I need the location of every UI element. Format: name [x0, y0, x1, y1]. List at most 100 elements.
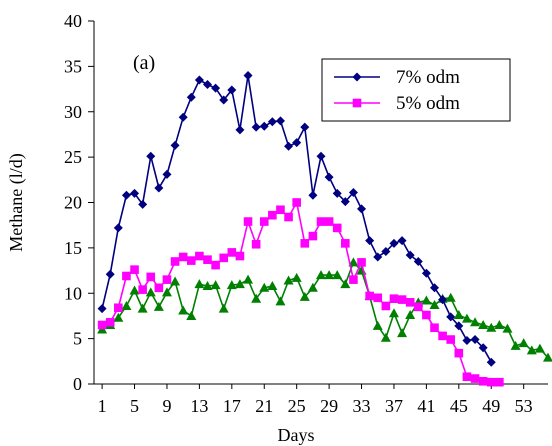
data-point: [137, 303, 148, 313]
y-tick-label: 40: [64, 11, 82, 31]
data-point: [502, 323, 513, 333]
data-point: [478, 376, 488, 386]
data-point: [446, 335, 456, 344]
data-point: [430, 283, 439, 293]
data-point: [275, 116, 285, 126]
data-point: [388, 308, 399, 318]
data-point: [97, 320, 107, 330]
data-point: [349, 275, 358, 284]
data-point: [292, 138, 302, 148]
data-point: [413, 256, 423, 266]
data-point: [308, 190, 318, 200]
data-point: [251, 239, 261, 249]
data-point: [453, 310, 464, 320]
data-point: [438, 331, 447, 341]
data-point: [194, 75, 204, 85]
data-point: [454, 321, 464, 331]
data-point: [259, 217, 269, 226]
data-point: [494, 320, 505, 330]
data-point: [227, 85, 237, 95]
data-point: [510, 340, 521, 350]
y-axis-title: Methane (l/d): [6, 153, 27, 251]
data-point: [170, 257, 180, 266]
data-point: [389, 238, 399, 248]
data-point: [470, 374, 480, 383]
data-point: [340, 197, 350, 207]
data-point: [268, 210, 277, 220]
data-point: [186, 310, 197, 320]
data-point: [534, 343, 545, 353]
data-point: [486, 357, 496, 367]
x-tick-label: 45: [450, 396, 468, 416]
data-point: [470, 335, 480, 345]
data-point: [130, 265, 139, 274]
data-point: [308, 231, 318, 241]
data-point: [162, 169, 172, 179]
data-point: [186, 256, 196, 265]
data-point: [194, 279, 205, 289]
data-point: [413, 302, 423, 312]
data-point: [316, 151, 326, 161]
legend-box: [321, 58, 511, 122]
data-point: [397, 328, 408, 338]
data-point: [421, 295, 432, 305]
data-point: [454, 348, 464, 358]
data-point: [365, 236, 375, 246]
data-point: [495, 377, 504, 387]
data-point: [113, 223, 123, 233]
x-tick-label: 17: [223, 396, 241, 416]
data-point: [389, 294, 399, 303]
data-point: [154, 183, 164, 193]
x-tick-label: 5: [130, 396, 139, 416]
data-point: [357, 204, 367, 214]
data-point: [121, 190, 131, 200]
data-point: [445, 292, 456, 302]
data-point: [202, 280, 213, 290]
y-tick-label: 30: [64, 102, 82, 122]
y-tick-label: 25: [64, 147, 82, 167]
data-point: [332, 188, 342, 198]
data-point: [153, 301, 164, 311]
data-point: [121, 300, 132, 310]
data-point: [324, 270, 335, 280]
data-point: [284, 141, 294, 151]
data-point: [276, 205, 285, 215]
data-point: [348, 188, 358, 198]
data-point: [113, 312, 124, 322]
x-tick-label: 41: [417, 396, 435, 416]
legend-label-7-odm: 7% odm: [396, 67, 460, 88]
data-point: [365, 291, 374, 301]
data-point: [543, 352, 552, 362]
series-layer: [97, 70, 552, 387]
data-point: [357, 258, 366, 267]
legend-entry-5-odm: 5% odm: [334, 93, 460, 114]
data-point: [243, 217, 253, 226]
data-point: [380, 332, 391, 342]
data-point: [526, 345, 537, 355]
data-point: [178, 112, 188, 122]
data-point: [341, 239, 350, 248]
data-point: [422, 310, 431, 320]
data-point: [146, 151, 156, 161]
data-point: [518, 338, 529, 348]
data-point: [186, 92, 196, 102]
x-tick-label: 9: [162, 396, 171, 416]
data-point: [235, 251, 245, 261]
data-point: [292, 198, 301, 207]
y-tick-label: 5: [73, 329, 82, 349]
data-point: [161, 287, 172, 297]
y-tick-label: 0: [73, 374, 82, 394]
data-point: [478, 320, 489, 330]
data-point: [259, 282, 270, 292]
data-point: [105, 269, 115, 279]
data-point: [462, 372, 472, 382]
x-tick-label: 33: [353, 396, 371, 416]
y-tick-label: 20: [64, 193, 82, 213]
data-point: [203, 255, 212, 264]
data-point: [461, 313, 472, 323]
legend-swatch-marker: [352, 98, 362, 108]
data-point: [251, 122, 261, 132]
data-point: [332, 223, 342, 233]
x-tick-label: 21: [255, 396, 273, 416]
